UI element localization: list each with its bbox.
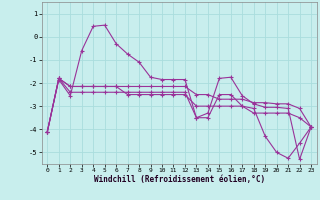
X-axis label: Windchill (Refroidissement éolien,°C): Windchill (Refroidissement éolien,°C) [94,175,265,184]
